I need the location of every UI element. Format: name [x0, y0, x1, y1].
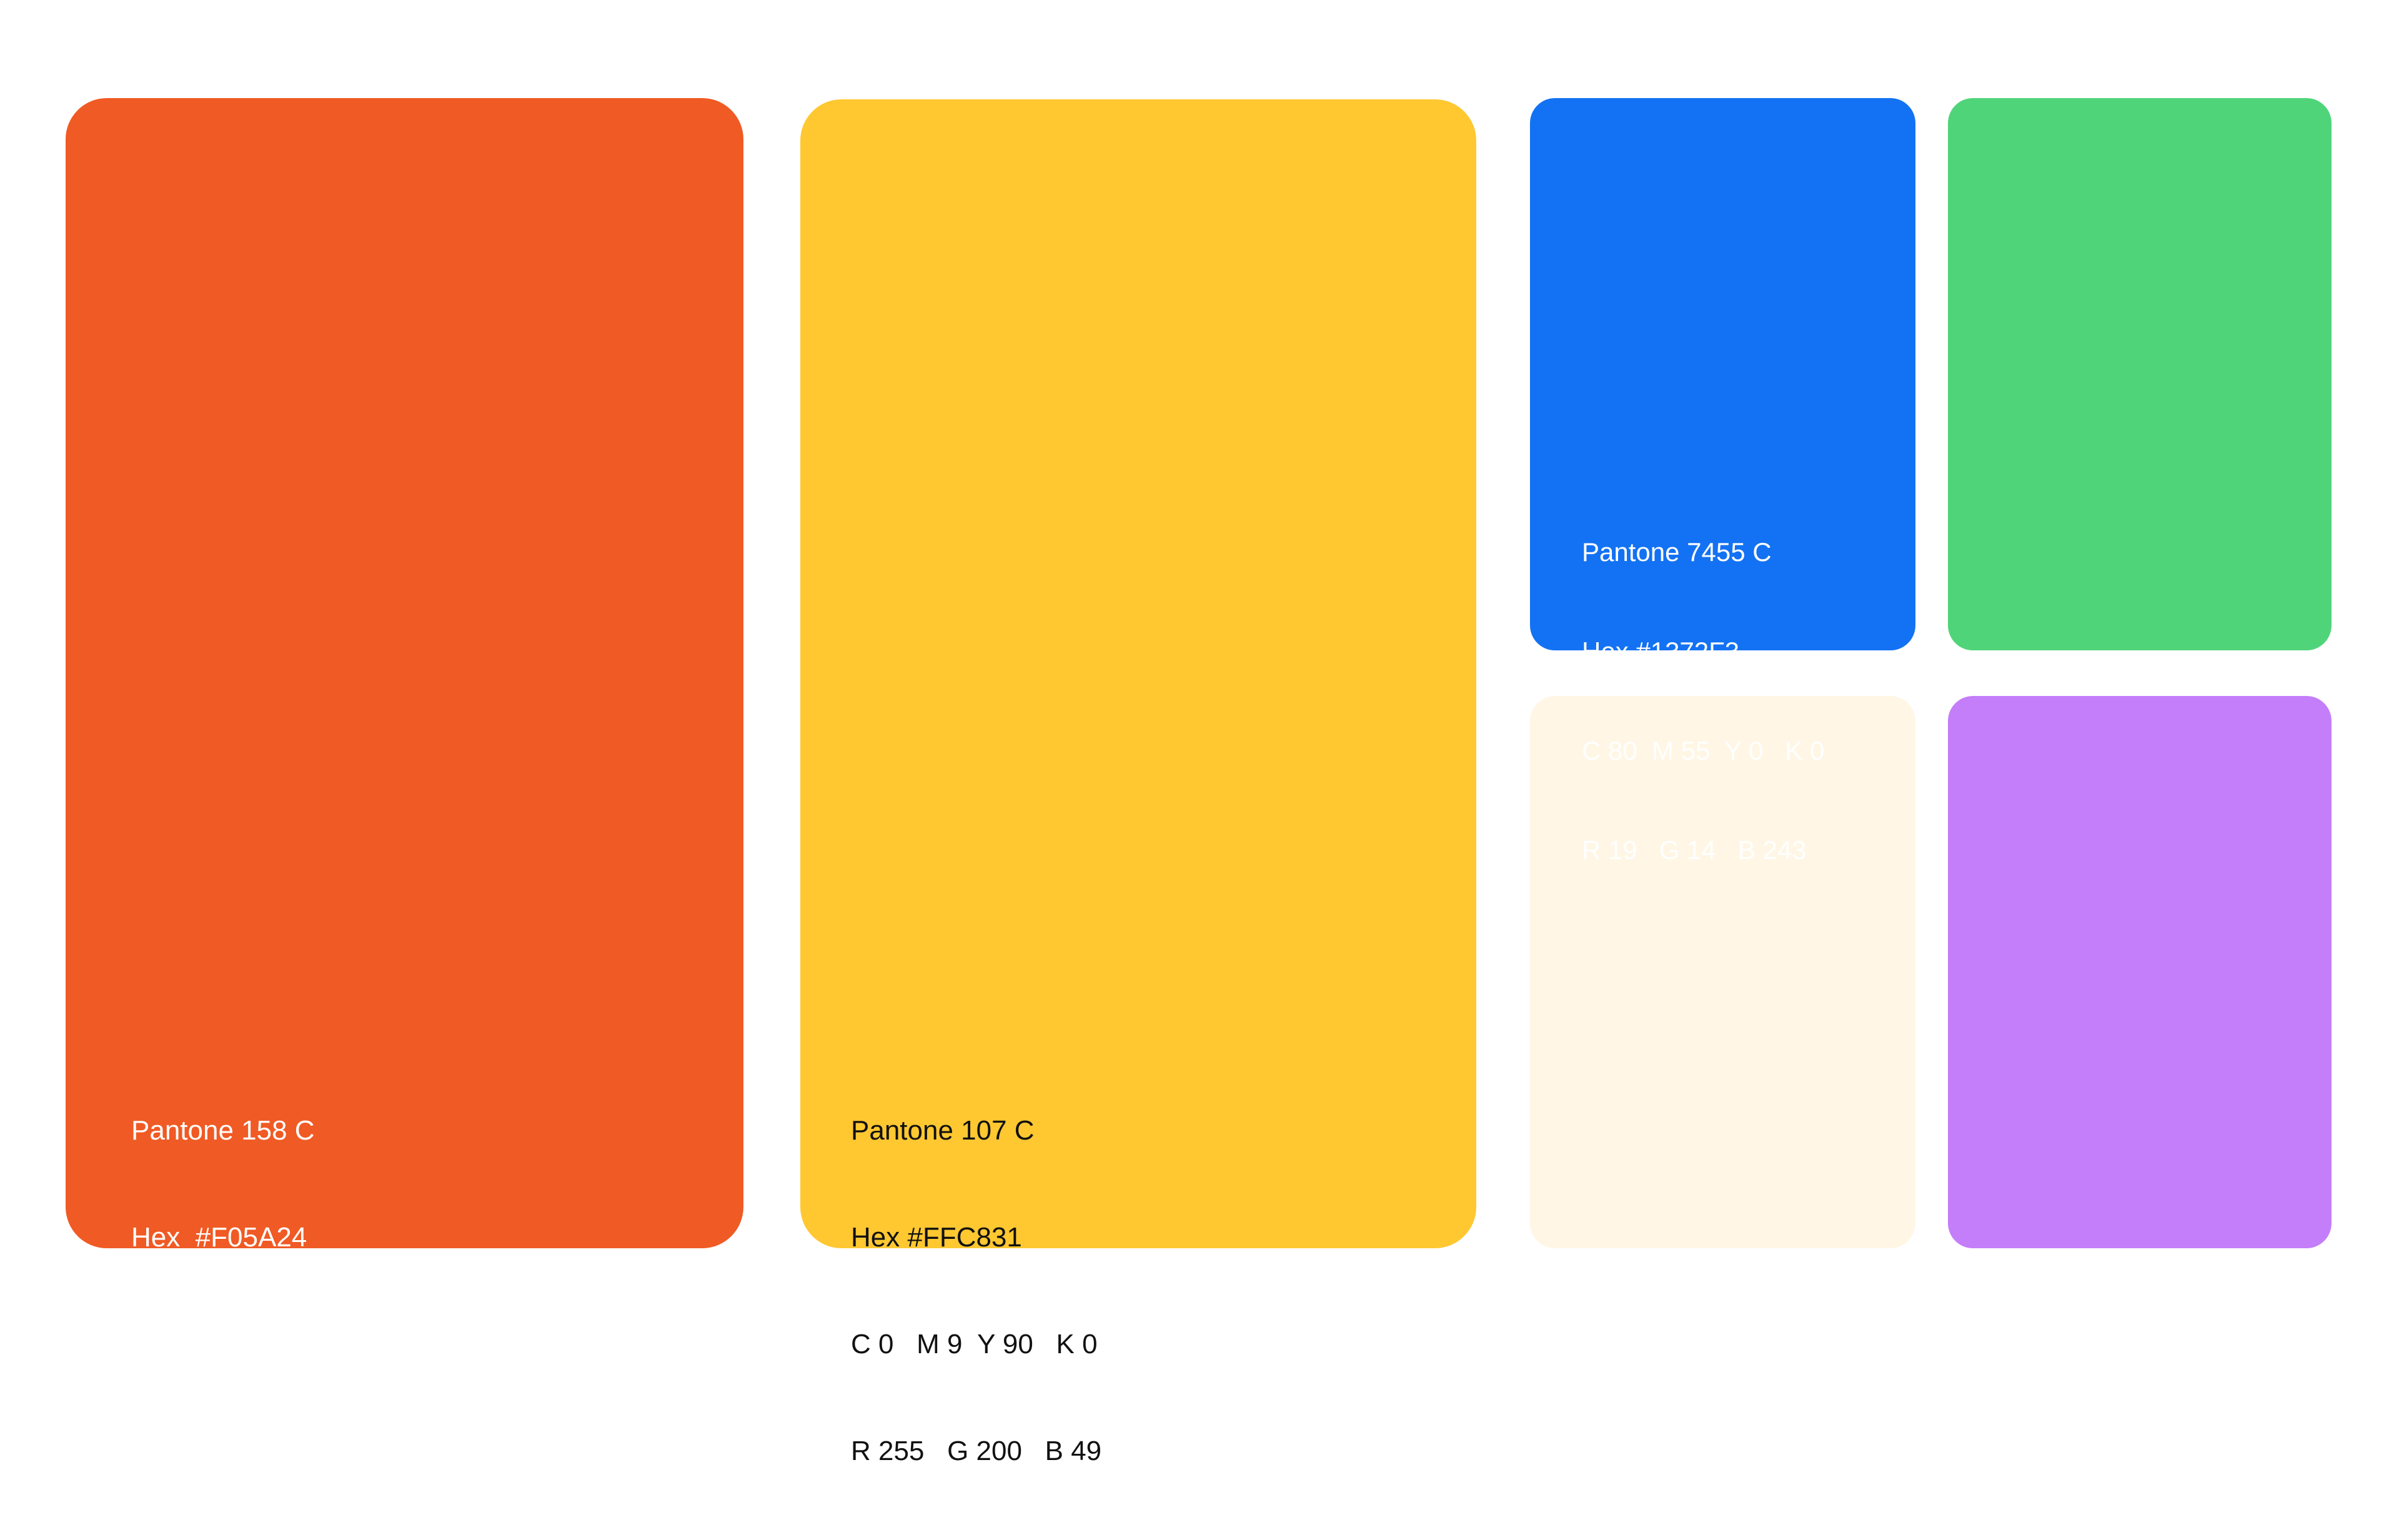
- swatch-info: Pantone 7455 C Hex #1372F3 C 80 M 55 Y 0…: [1582, 469, 1824, 933]
- pantone-label: Pantone 107 C: [851, 1115, 1035, 1146]
- swatch-green: [1948, 98, 2332, 650]
- swatch-info: Pantone 107 C Hex #FFC831 C 0 M 9 Y 90 K…: [851, 1041, 1101, 1540]
- cmyk-label: C 0 M 60 Y 100 K 0: [131, 1329, 394, 1359]
- rgb-label: R 19 G 14 B 243: [1582, 835, 1807, 865]
- rgb-label: R 240 G 90 B 36: [131, 1436, 367, 1466]
- rgb-label: R 255 G 200 B 49: [851, 1436, 1102, 1466]
- swatch-orange: Pantone 158 C Hex #F05A24 C 0 M 60 Y 100…: [66, 98, 743, 1466]
- hex-label: Hex #1372F3: [1582, 637, 1740, 666]
- swatch-cream: [1530, 696, 1915, 1248]
- swatch-blue: Pantone 7455 C Hex #1372F3 C 80 M 55 Y 0…: [1530, 98, 1915, 865]
- pantone-label: Pantone 158 C: [131, 1115, 315, 1146]
- cmyk-label: C 0 M 9 Y 90 K 0: [851, 1329, 1098, 1359]
- hex-label: Hex #FFC831: [851, 1222, 1022, 1253]
- swatch-purple: [1948, 696, 2332, 1248]
- swatch-yellow: Pantone 107 C Hex #FFC831 C 0 M 9 Y 90 K…: [800, 99, 1476, 1466]
- pantone-label: Pantone 7455 C: [1582, 537, 1772, 567]
- swatch-info: Pantone 158 C Hex #F05A24 C 0 M 60 Y 100…: [131, 1041, 393, 1540]
- hex-label: Hex #F05A24: [131, 1222, 307, 1253]
- cmyk-label: C 80 M 55 Y 0 K 0: [1582, 736, 1825, 765]
